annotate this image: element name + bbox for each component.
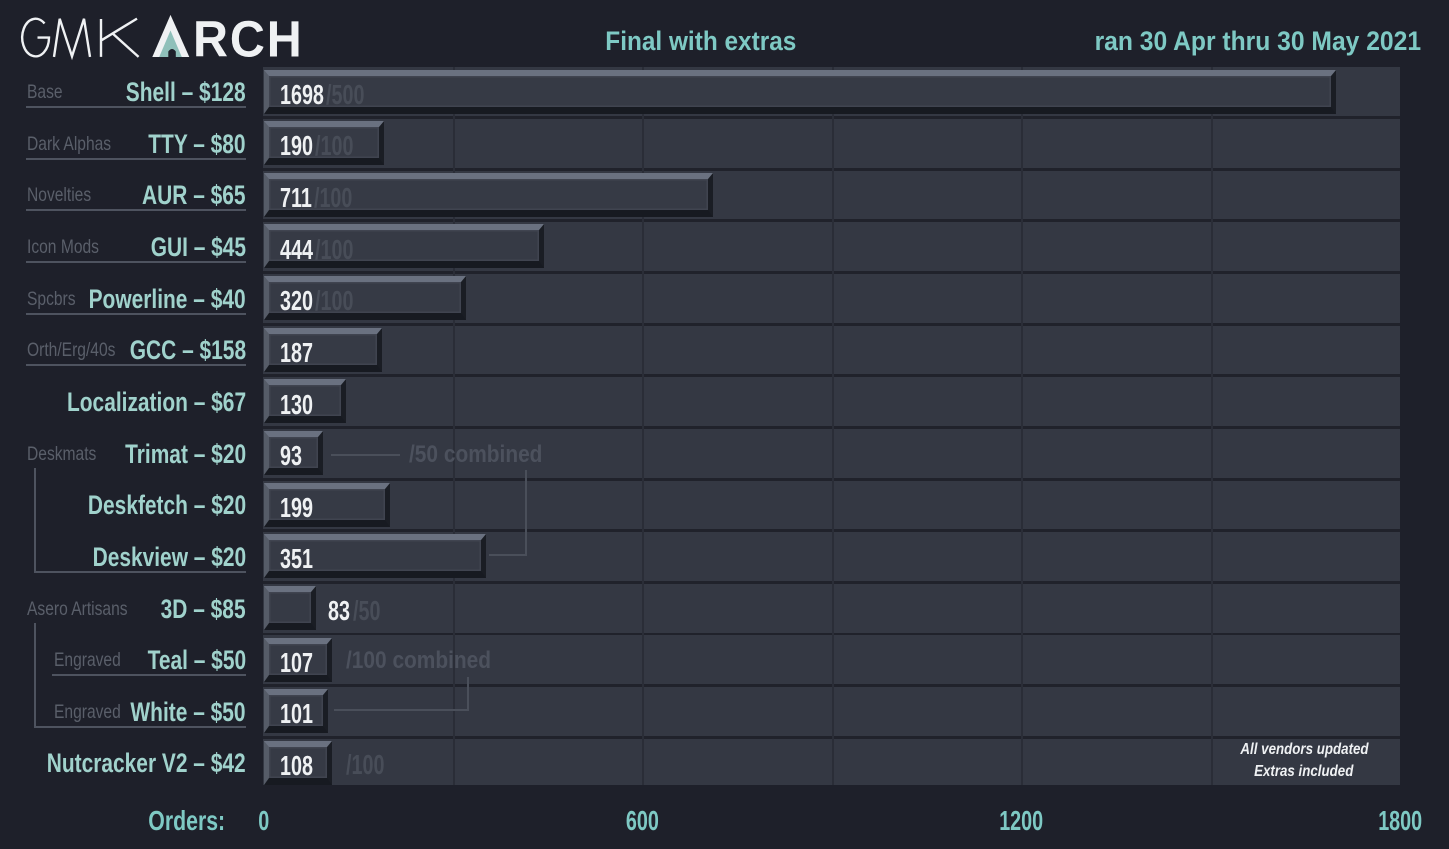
- svg-text:RCH: RCH: [193, 10, 304, 64]
